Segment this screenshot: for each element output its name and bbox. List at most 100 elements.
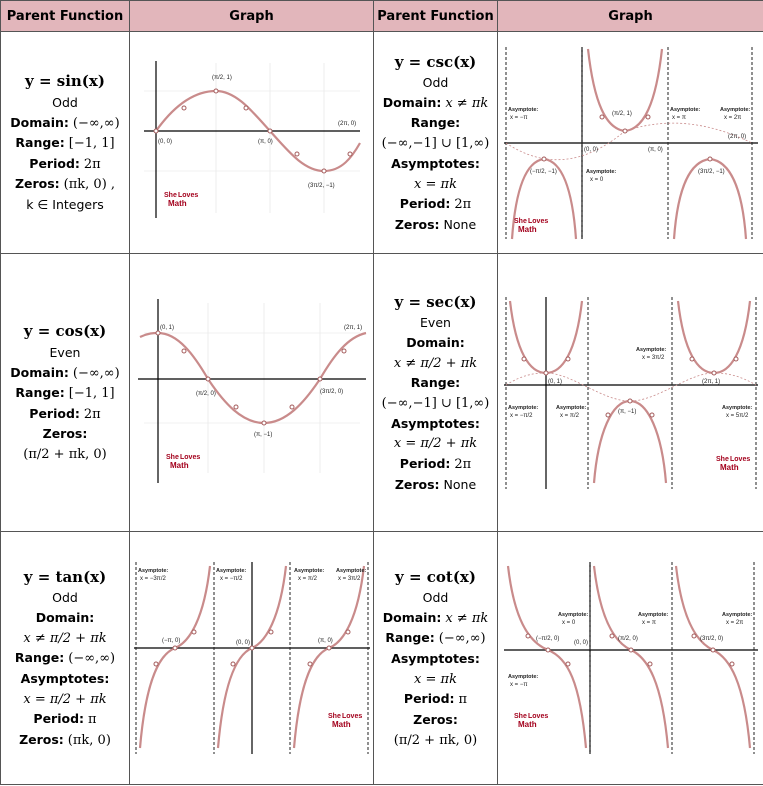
cos-zeros-label: Zeros:: [42, 426, 88, 442]
sec-point: [649, 412, 654, 417]
csc-asym-title: Asymptote:: [508, 107, 538, 113]
cos-point: [205, 376, 210, 381]
cot-asym-title: Asymptote:: [558, 612, 588, 618]
sec-point: [733, 356, 738, 361]
cos-point: [341, 348, 346, 353]
sin-zeros-label: Zeros:: [14, 176, 60, 192]
tan-asym-title: Asymptote:: [216, 568, 246, 574]
sec-range-label: Range:: [410, 375, 461, 391]
sin-domain-label: Domain:: [10, 114, 69, 130]
csc-graph: (π/2, 1) (0, 0) (π, 0) (2π, 0) (−π/2, −1…: [503, 46, 758, 239]
cot-label: (0, 0): [574, 640, 588, 646]
svg-text:Loves: Loves: [730, 456, 750, 463]
csc-domain: x ≠ πk: [445, 95, 489, 111]
tan-label: (−π, 0): [162, 638, 180, 644]
tan-point: [268, 629, 273, 635]
row-cos-sec: y = cos(x) Even Domain: (−∞,∞) Range: [−…: [0, 253, 763, 532]
cot-graph-cell: (−π/2, 0) (π/2, 0) (3π/2, 0) (0, 0) Asym…: [497, 531, 763, 785]
sec-point: [689, 356, 694, 361]
tan-point: [153, 661, 158, 667]
svg-text:Math: Math: [332, 720, 351, 729]
tan-point: [172, 645, 177, 651]
cot-parity: Odd: [422, 589, 449, 605]
she-loves-math-logo: She Loves Math: [514, 218, 548, 234]
svg-text:She: She: [164, 192, 177, 199]
sin-point: [294, 151, 299, 156]
cot-point: [609, 633, 614, 639]
cos-label: (π/2, 0): [196, 391, 216, 397]
csc-label: (−π/2, −1): [530, 169, 557, 175]
csc-point: [707, 156, 712, 161]
svg-text:Loves: Loves: [178, 192, 198, 199]
sec-point: [543, 370, 548, 375]
sec-domain-label: Domain:: [406, 334, 465, 350]
sec-asym-title: Asymptote:: [722, 405, 752, 411]
svg-text:She: She: [166, 454, 179, 461]
cot-point: [729, 661, 734, 667]
cos-range: [−1, 1]: [68, 386, 115, 402]
tan-point: [249, 645, 254, 651]
header-row: Parent Function Graph Parent Function Gr…: [0, 0, 763, 32]
csc-curve: [586, 48, 663, 132]
cos-zeros: (π/2 + πk, 0): [23, 447, 107, 463]
cot-point: [545, 647, 550, 653]
csc-point: [645, 114, 650, 119]
tan-asym-eq: x = 3π/2: [338, 576, 361, 582]
cos-label: (π, −1): [254, 432, 272, 438]
sec-graph: (0, 1) (2π, 1) (π, −1) Asymptote: x = 3π…: [503, 296, 758, 489]
tan-curve: [138, 565, 211, 749]
csc-label: (2π, 0): [728, 134, 746, 140]
cos-point: [317, 376, 322, 381]
she-loves-math-logo: She Loves Math: [164, 192, 198, 208]
sec-period-label: Period:: [399, 455, 451, 471]
sec-label: (0, 1): [548, 379, 562, 385]
svg-text:Math: Math: [720, 463, 739, 472]
tan-graph: (−π, 0) (0, 0) (π, 0) Asymptote: x = −3π…: [133, 562, 370, 754]
cot-point: [691, 633, 696, 639]
svg-text:Loves: Loves: [528, 218, 548, 225]
sec-zeros-label: Zeros:: [394, 476, 440, 492]
cot-asym-eq: x = 0: [562, 620, 576, 626]
tan-point: [326, 645, 331, 651]
cos-function: y = cos(x): [23, 322, 107, 341]
sec-zeros: None: [443, 476, 477, 492]
svg-text:She: She: [328, 713, 341, 720]
cot-range: (−∞,∞): [438, 631, 486, 647]
sin-point: [153, 128, 158, 133]
sec-asym: x = π/2 + πk: [393, 436, 478, 452]
tan-function: y = tan(x): [23, 567, 107, 586]
csc-asym-title: Asymptote:: [720, 107, 750, 113]
she-loves-math-logo: She Loves Math: [166, 454, 200, 470]
sec-asym-title: Asymptote:: [556, 405, 586, 411]
cot-range-label: Range:: [385, 630, 435, 646]
cos-point: [181, 348, 186, 353]
csc-domain-label: Domain:: [382, 94, 442, 110]
sec-asym-eq: x = 5π/2: [726, 413, 749, 419]
cot-domain-label: Domain:: [382, 609, 442, 625]
sin-label-origin: (0, 0): [158, 139, 172, 145]
cot-point: [710, 647, 715, 653]
tan-point: [191, 629, 196, 635]
tan-zeros: (πk, 0): [67, 732, 111, 748]
cot-zeros-label: Zeros:: [413, 711, 458, 727]
tan-point: [230, 661, 235, 667]
csc-function: y = csc(x): [394, 52, 477, 71]
cot-function: y = cot(x): [395, 567, 476, 586]
sin-label-pi: (π, 0): [258, 139, 273, 145]
sec-point: [565, 356, 570, 361]
sin-range-label: Range:: [15, 135, 65, 151]
cot-period: π: [458, 692, 468, 708]
sin-domain: (−∞,∞): [72, 115, 120, 131]
cos-point: [233, 404, 238, 409]
sin-point: [347, 151, 352, 156]
sin-point: [181, 105, 186, 110]
cot-graph: (−π/2, 0) (π/2, 0) (3π/2, 0) (0, 0) Asym…: [503, 562, 758, 754]
tan-label: (π, 0): [318, 638, 333, 644]
sin-range: [−1, 1]: [68, 136, 115, 152]
cot-curve: [674, 565, 751, 749]
row-tan-cot: y = tan(x) Odd Domain: x ≠ π/2 + πk Rang…: [0, 531, 763, 785]
sin-period-label: Period:: [29, 155, 80, 171]
cot-asym-title: Asymptote:: [638, 612, 668, 618]
cot-point: [525, 633, 530, 639]
